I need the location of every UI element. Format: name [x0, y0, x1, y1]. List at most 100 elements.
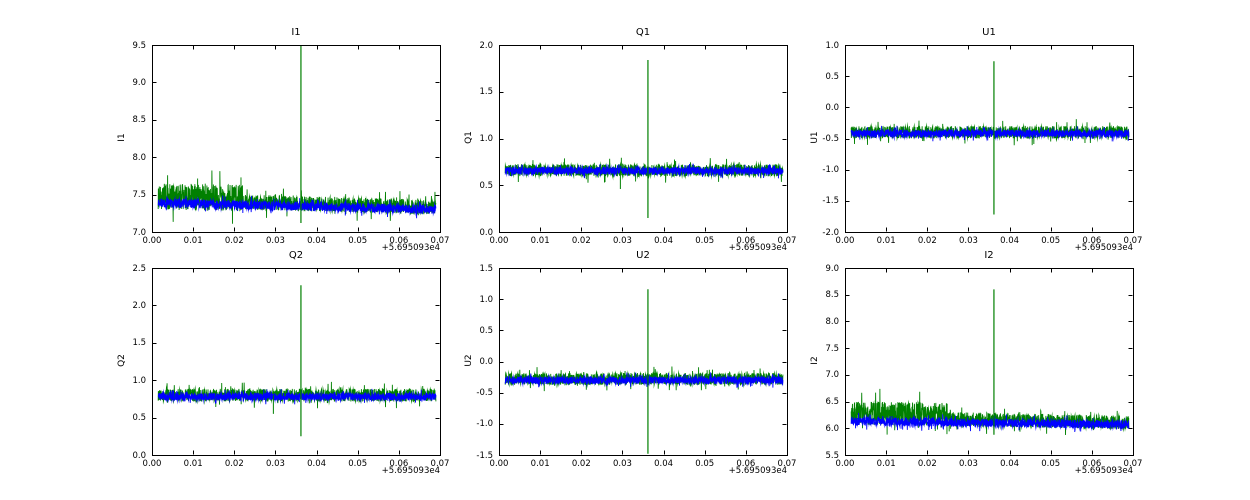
x-tick-label: 0.03: [612, 459, 632, 469]
x-tick-label: 0.00: [835, 236, 855, 246]
y-tick-label: 8.0: [132, 152, 146, 163]
y-tick-label: 2.0: [479, 40, 493, 51]
subplot-i2: I2 I2 +5.695093e4 0.00 0.01 0.02 0.03 0.04 0.…: [781, 242, 1161, 494]
x-tick-label: 0.05: [348, 459, 368, 469]
plot-title: I1: [291, 27, 301, 38]
y-tick-label: 8.0: [825, 316, 839, 327]
plot-canvas-u1: [781, 19, 1161, 271]
y-tick-label: 6.5: [825, 397, 839, 408]
y-tick-label: 1.5: [479, 263, 493, 274]
x-tick-label: 0.04: [654, 459, 674, 469]
x-tick-label: 0.03: [612, 236, 632, 246]
y-tick-label: 1.0: [825, 40, 839, 51]
x-tick-label: 0.03: [958, 459, 978, 469]
y-tick-label: 9.5: [132, 40, 146, 51]
y-tick-label: 9.0: [132, 77, 146, 88]
x-tick-label: 0.05: [1041, 459, 1061, 469]
y-axis-label: Q2: [117, 354, 127, 367]
y-tick-label: 0.0: [479, 227, 493, 238]
x-tick-label: 0.01: [876, 236, 896, 246]
x-tick-label: 0.02: [224, 459, 244, 469]
plot-canvas-i2: [781, 242, 1161, 494]
x-axis-offset-label: +5.695093e4: [381, 466, 440, 476]
y-tick-label: 0.0: [479, 357, 493, 367]
x-tick-label: 0.04: [654, 236, 674, 246]
y-tick-label: 5.5: [825, 450, 839, 461]
x-tick-label: 0.04: [1000, 459, 1020, 469]
x-tick-label: 0.01: [876, 459, 896, 469]
x-tick-label: 0.06: [736, 459, 756, 469]
plot-title: Q1: [635, 27, 651, 38]
x-tick-label: 0.06: [389, 459, 409, 469]
y-tick-label: 1.0: [479, 294, 493, 305]
x-tick-label: 0.02: [917, 459, 937, 469]
y-tick-label: -1.5: [822, 196, 839, 207]
y-tick-label: 2.0: [132, 300, 146, 311]
x-tick-label: 0.00: [835, 459, 855, 469]
y-tick-label: 7.5: [825, 343, 839, 354]
x-tick-label: 0.02: [917, 236, 937, 246]
y-tick-label: -0.5: [822, 134, 839, 144]
y-tick-label: 0.5: [479, 180, 493, 191]
y-tick-label: 9.0: [825, 263, 839, 274]
x-tick-label: 0.05: [348, 236, 368, 246]
y-tick-label: 1.0: [479, 134, 493, 144]
plot-canvas-i1: [88, 19, 468, 271]
x-tick-label: 0.00: [142, 459, 162, 469]
x-tick-label: 0.07: [1123, 459, 1143, 469]
x-tick-label: 0.06: [1082, 236, 1102, 246]
x-tick-label: 0.03: [265, 459, 285, 469]
x-tick-label: 0.02: [224, 236, 244, 246]
x-tick-label: 0.07: [1123, 236, 1143, 246]
x-tick-label: 0.01: [530, 236, 550, 246]
subplot-i1: I1 I1 +5.695093e4 0.000.010.020.030.040.…: [88, 19, 468, 271]
x-tick-label: 0.01: [530, 459, 550, 469]
y-tick-label: -2.0: [822, 227, 839, 238]
x-tick-label: 0.00: [489, 236, 509, 246]
y-tick-label: 1.5: [479, 87, 493, 98]
subplot-q2: Q2 Q2 +5.695093e4 0.00 0.01 0.02 0.03 0.04 0.…: [88, 242, 468, 494]
y-tick-label: 7.0: [132, 227, 146, 238]
y-tick-label: 8.5: [132, 115, 146, 126]
x-tick-label: 0.01: [183, 459, 203, 469]
x-tick-label: 0.04: [307, 459, 327, 469]
y-tick-label: 0.0: [825, 102, 839, 113]
x-tick-label: 0.03: [265, 236, 285, 246]
y-tick-label: 0.5: [479, 325, 493, 336]
y-tick-label: 0.0: [132, 450, 146, 461]
subplot-u2: U2 U2 +5.695093e4 0.00 0.01 0.02 0.03 0.04 0.…: [435, 242, 815, 494]
x-tick-label: 0.03: [958, 236, 978, 246]
y-tick-label: 1.0: [132, 375, 146, 386]
x-tick-label: 0.00: [489, 459, 509, 469]
y-tick-label: 7.5: [132, 190, 146, 201]
x-tick-label: 0.06: [389, 236, 409, 246]
plot-title: Q2: [288, 250, 304, 261]
x-tick-label: 0.04: [1000, 236, 1020, 246]
y-tick-label: 6.0: [825, 423, 839, 434]
x-tick-label: 0.05: [695, 459, 715, 469]
y-tick-label: 2.5: [132, 263, 146, 274]
x-tick-label: 0.06: [736, 236, 756, 246]
x-tick-label: 0.00: [142, 236, 162, 246]
plot-title: U2: [636, 250, 650, 261]
x-axis-offset-label: +5.695093e4: [728, 466, 787, 476]
x-tick-label: 0.06: [1082, 459, 1102, 469]
x-tick-label: 0.05: [1041, 236, 1061, 246]
y-tick-label: -1.0: [476, 419, 493, 430]
x-tick-label: 0.05: [695, 236, 715, 246]
y-tick-label: -0.5: [476, 388, 493, 399]
subplot-u1: U1 U1 +5.695093e4 0.000.010.020.030.040.…: [781, 19, 1161, 271]
y-tick-label: -1.5: [476, 450, 493, 461]
x-tick-label: 0.02: [571, 459, 591, 469]
y-tick-label: 7.0: [825, 370, 839, 381]
y-tick-label: 0.5: [132, 413, 146, 424]
x-axis-offset-label: +5.695093e4: [1074, 466, 1133, 476]
y-tick-label: 8.5: [825, 290, 839, 301]
plot-canvas-q2: [88, 242, 468, 494]
plot-canvas-q1: [435, 19, 815, 271]
y-axis-label: I1: [117, 133, 127, 142]
subplot-q1: Q1 Q1 +5.695093e4 0.000.010.020.030.040.…: [435, 19, 815, 271]
y-tick-label: 0.5: [825, 71, 839, 82]
plot-canvas-u2: [435, 242, 815, 494]
x-tick-label: 0.01: [183, 236, 203, 246]
